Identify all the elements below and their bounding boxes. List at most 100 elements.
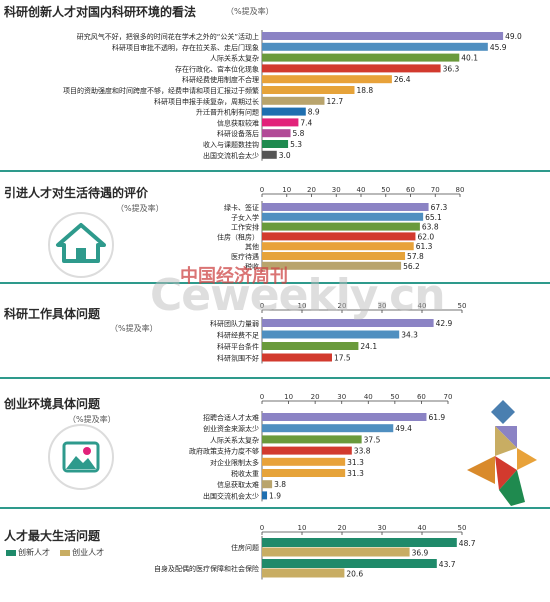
x-tick-label: 40 (418, 302, 427, 310)
category-label: 自身及配偶的医疗保障和社会保险 (154, 564, 259, 573)
category-label: 科研经费不足 (217, 331, 259, 340)
bar (262, 86, 355, 94)
category-label: 工作安排 (231, 223, 259, 232)
section-subtitle: （%提及率） (68, 415, 116, 424)
section-title: 引进人才对生活待遇的评价 (4, 186, 149, 200)
section-divider (0, 507, 550, 509)
section-divider (0, 282, 550, 284)
x-tick-label: 50 (458, 302, 467, 310)
bar (262, 319, 434, 327)
data-label: 3.0 (279, 151, 291, 160)
data-label: 43.7 (439, 560, 456, 569)
bar (262, 203, 429, 211)
category-label: 出国交流机会太少 (203, 151, 259, 160)
picture-icon (48, 424, 114, 490)
category-label: 科研团队力量弱 (210, 319, 259, 328)
bar (262, 242, 414, 251)
bar (262, 538, 457, 547)
bar (262, 424, 394, 433)
x-tick-label: 10 (298, 524, 307, 532)
category-label: 税收太重 (231, 469, 259, 478)
section-title: 创业环境具体问题 (4, 397, 101, 411)
bar (262, 212, 424, 221)
bar (262, 342, 359, 350)
data-label: 5.3 (290, 140, 302, 149)
data-label: 61.3 (416, 242, 433, 251)
legend-label: 创业人才 (72, 548, 105, 557)
bar (262, 232, 416, 241)
data-label: 49.0 (505, 32, 522, 41)
data-label: 37.5 (364, 435, 381, 444)
data-label: 45.9 (490, 43, 507, 52)
data-label: 24.1 (360, 342, 377, 351)
category-label: 招聘合适人才太难 (203, 413, 259, 422)
category-label: 研究风气不好，把很多的时间花在学术之外的“公关”活动上 (77, 32, 259, 41)
bar (262, 413, 427, 421)
data-label: 31.3 (347, 458, 364, 467)
data-label: 36.3 (443, 64, 460, 73)
section-title: 人才最大生活问题 (4, 529, 101, 543)
bar (262, 75, 392, 84)
bar (262, 261, 402, 270)
category-label: 对企业限制太多 (210, 458, 259, 467)
section-title: 科研工作具体问题 (4, 307, 101, 321)
bar (262, 222, 420, 231)
section-subtitle: （%提及率） (110, 324, 158, 333)
category-label: 项目的资助强度和时间跨度不够，经费申请和项目汇报过于频繁 (63, 86, 259, 95)
x-tick-label: 40 (364, 393, 373, 401)
x-tick-label: 0 (260, 393, 264, 401)
category-label: 人际关系太复杂 (210, 435, 259, 444)
x-tick-label: 0 (260, 302, 264, 310)
x-tick-label: 60 (417, 393, 426, 401)
bar (262, 330, 400, 339)
data-label: 8.9 (308, 108, 320, 117)
data-label: 20.6 (346, 570, 363, 579)
category-label: 出国交流机会太少 (203, 491, 259, 500)
category-label: 升迁晋升机制有问题 (196, 108, 259, 117)
category-label: 其他 (245, 242, 259, 251)
chart-startup-environment: 0 10 20 30 40 50 60 70 招聘合适人才太难 61.9 创业资金来源太少 49.4 人… (189, 393, 452, 502)
bar (262, 547, 410, 557)
data-label: 31.3 (347, 469, 364, 478)
category-label: 存在行政化、官本位化现象 (175, 64, 259, 73)
data-label: 65.1 (425, 213, 442, 222)
data-label: 67.3 (431, 203, 448, 212)
section-title: 科研创新人才对国内科研环境的看法 (4, 5, 197, 19)
category-label: 科研设备落后 (217, 129, 259, 138)
data-label: 18.8 (356, 86, 373, 95)
data-label: 26.4 (394, 75, 411, 84)
chart-life-problems: 0 10 20 30 40 50 住房问题 48.7 36.9 自身及配偶的医疗保障和社会保险 43… (154, 524, 476, 580)
category-label: 科研经费使用制度不合理 (182, 75, 259, 84)
data-label: 63.8 (422, 223, 439, 232)
bar (262, 446, 352, 455)
chart-living-benefits: 0 10 20 30 40 50 60 70 80 绿卡、签证 67.3 子女入学 65.1 工作安排 63… (217, 186, 464, 272)
x-tick-label: 30 (378, 524, 387, 532)
x-tick-label: 20 (307, 186, 316, 194)
bar (262, 353, 332, 362)
bar (262, 480, 273, 489)
x-tick-label: 0 (260, 524, 264, 532)
x-tick-label: 60 (406, 186, 415, 194)
x-tick-label: 50 (381, 186, 390, 194)
section-divider (0, 170, 550, 172)
data-label: 36.9 (412, 549, 429, 558)
bar (262, 42, 488, 51)
data-label: 42.9 (436, 319, 453, 328)
legend: 创新人才 创业人才 (6, 547, 104, 558)
data-label: 49.4 (395, 424, 412, 433)
data-label: 61.9 (428, 413, 445, 422)
category-label: 科研项目审批不透明，存在拉关系、走后门现象 (112, 43, 259, 52)
x-tick-label: 50 (458, 524, 467, 532)
bar (262, 96, 325, 105)
x-tick-label: 70 (431, 186, 440, 194)
data-label: 40.1 (461, 54, 478, 63)
data-label: 48.7 (459, 539, 476, 548)
bar (262, 118, 299, 127)
legend-label: 创新人才 (18, 548, 50, 557)
category-label: 信息获取较难 (217, 118, 259, 127)
data-label: 56.2 (403, 262, 420, 271)
bar (262, 435, 362, 444)
category-label: 绿卡、签证 (224, 203, 259, 212)
data-label: 3.8 (274, 480, 286, 489)
bar (262, 64, 441, 73)
